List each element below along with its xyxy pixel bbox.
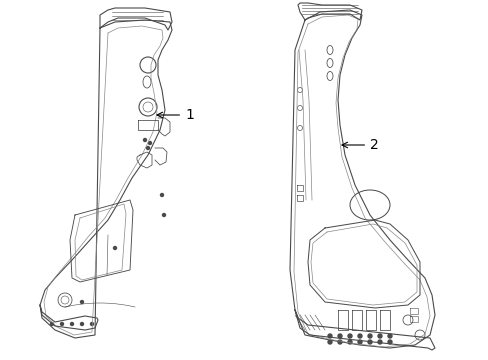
Circle shape (337, 334, 341, 338)
Circle shape (367, 334, 371, 338)
Circle shape (70, 323, 73, 325)
Circle shape (81, 323, 83, 325)
Text: 2: 2 (341, 138, 378, 152)
Circle shape (377, 334, 381, 338)
Circle shape (327, 340, 331, 344)
Circle shape (148, 141, 151, 144)
Circle shape (160, 193, 163, 197)
Circle shape (61, 323, 63, 325)
Circle shape (357, 334, 361, 338)
Circle shape (347, 334, 351, 338)
Circle shape (146, 147, 149, 149)
Circle shape (367, 340, 371, 344)
Circle shape (50, 323, 53, 325)
Circle shape (113, 247, 116, 249)
Circle shape (162, 213, 165, 216)
Circle shape (327, 334, 331, 338)
Circle shape (377, 340, 381, 344)
Circle shape (347, 340, 351, 344)
Circle shape (143, 139, 146, 141)
Circle shape (81, 301, 83, 303)
Text: 1: 1 (157, 108, 193, 122)
Circle shape (90, 323, 93, 325)
Circle shape (357, 340, 361, 344)
Circle shape (387, 340, 391, 344)
Circle shape (387, 334, 391, 338)
Circle shape (337, 340, 341, 344)
